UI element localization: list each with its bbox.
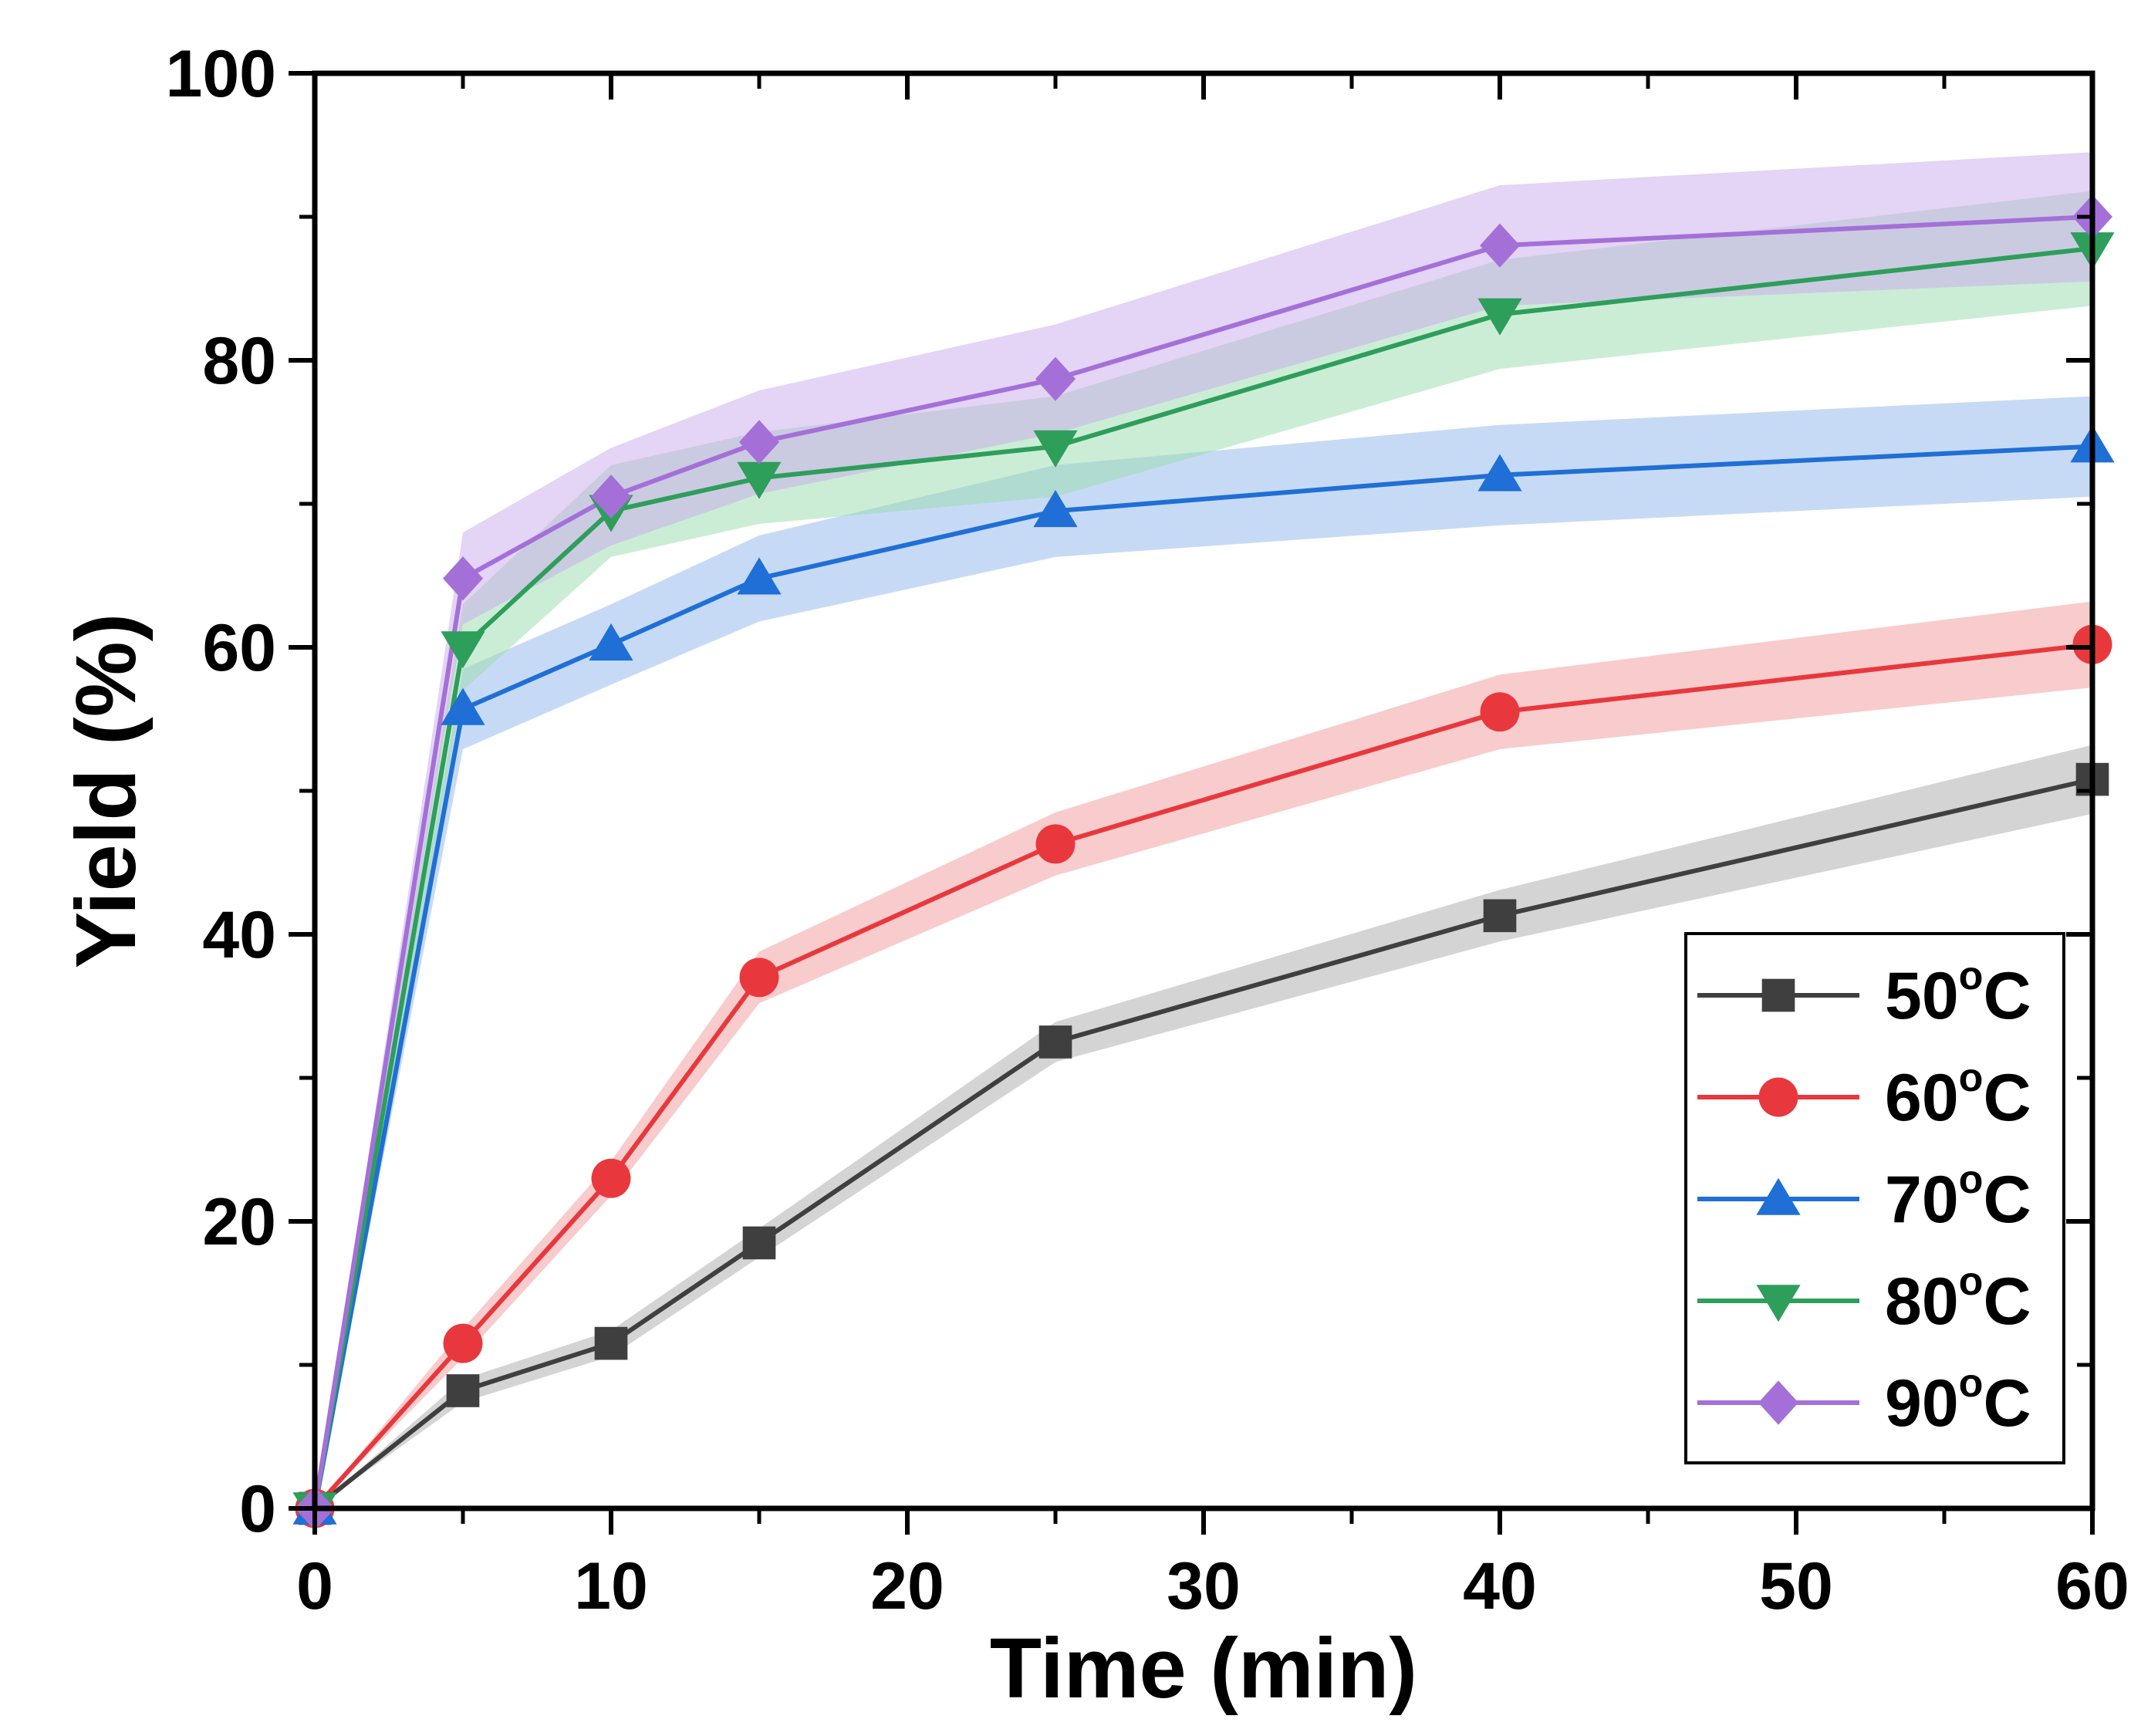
legend-value: 90 [1885,1366,1959,1440]
point-50C [446,1374,480,1407]
point-70C [589,623,633,661]
point-70C [737,557,782,595]
legend-label: 90oC [1885,1361,2031,1440]
legend-value: 80 [1885,1265,1959,1339]
y-tick-label: 0 [239,1472,276,1546]
point-60C [443,1323,483,1363]
y-tick-label: 20 [202,1185,276,1259]
point-60C [739,958,779,998]
point-80C [1477,298,1522,336]
y-axis: 0 20 40 60 80 100 [166,37,2092,1546]
y-axis-title: Yield (%) [59,613,154,968]
point-50C [1483,899,1517,933]
x-axis-title: Time (min) [990,1621,1417,1716]
legend-unit: C [1983,1163,2031,1237]
legend-degree: o [1959,1055,1984,1100]
x-tick-label: 60 [2055,1549,2129,1623]
point-90C [1480,223,1520,268]
x-tick-label: 50 [1759,1549,1833,1623]
legend-label: 70oC [1885,1157,2031,1237]
point-90C [1035,356,1076,401]
point-70C [1477,454,1522,491]
point-50C [742,1226,776,1260]
y-tick-label: 100 [166,37,277,111]
legend-label: 50oC [1885,954,2031,1033]
point-80C [737,461,782,499]
legend-marker [1761,978,1795,1012]
point-80C [441,631,485,669]
y-tick-label: 40 [202,898,276,972]
legend-degree: o [1959,1361,1984,1406]
x-tick-label: 0 [296,1549,333,1623]
legend-label: 60oC [1885,1055,2031,1135]
point-90C [443,556,483,601]
legend-unit: C [1983,1061,2031,1135]
point-90C [739,420,779,464]
band-60C [315,601,2092,1508]
legend-degree: o [1959,1259,1984,1304]
point-90C [591,475,631,519]
legend-marker [1756,1285,1801,1322]
legend-value: 60 [1885,1061,1959,1135]
legend-unit: C [1983,1366,2031,1440]
band-80C [315,191,2092,1508]
legend-marker [1758,1380,1798,1425]
y-tick-label: 60 [202,611,276,685]
legend-label: 80oC [1885,1259,2031,1339]
legend-unit: C [1983,1265,2031,1339]
y-tick-label: 80 [202,324,276,398]
legend-degree: o [1959,954,1984,998]
x-tick-label: 10 [574,1549,648,1623]
legend-degree: o [1959,1157,1984,1202]
point-70C [1033,490,1078,528]
point-70C [441,687,485,725]
point-60C [1480,692,1520,732]
x-tick-label: 40 [1463,1549,1537,1623]
point-80C [1033,430,1078,468]
legend-marker [1758,1077,1798,1117]
point-60C [1035,824,1076,864]
legend-marker [1756,1177,1801,1215]
point-60C [591,1158,631,1198]
x-tick-label: 30 [1167,1549,1241,1623]
legend-value: 70 [1885,1163,1959,1237]
point-50C [1038,1025,1072,1059]
x-tick-label: 20 [870,1549,944,1623]
x-axis: 0 10 20 30 40 50 60 [296,73,2129,1623]
legend-value: 50 [1885,959,1959,1033]
legend-unit: C [1983,959,2031,1033]
point-50C [594,1326,628,1360]
